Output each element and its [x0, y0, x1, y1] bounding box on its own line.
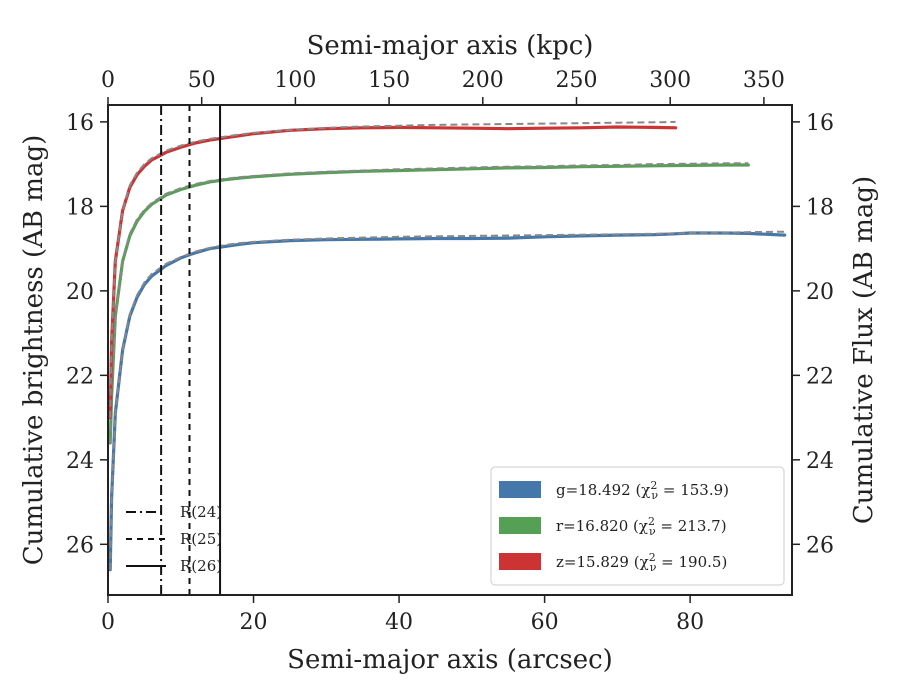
y2-tick-label: 20 — [806, 280, 834, 305]
legend-radius-lines: R(24) R(25) R(26) — [126, 503, 222, 575]
legend-label-r: r=16.820 (χ2 ν = 213.7) — [556, 515, 727, 538]
y-tick-label: 26 — [66, 533, 94, 558]
legend-chi-eq: = — [658, 481, 680, 499]
legend-bands: g=18.492 (χ2 ν = 153.9)r=16.820 (χ2 ν = 21… — [490, 466, 785, 586]
plot-frame — [107, 104, 793, 596]
legend-label-g: g=18.492 (χ2 ν = 153.9) — [556, 479, 729, 502]
x2-tick-label: 350 — [743, 68, 785, 93]
y-axis-label: Cumulative brightness (AB mag) — [19, 135, 49, 566]
series-line-r — [108, 163, 750, 445]
legend-sup: 2 — [650, 479, 657, 492]
x2-tick-label: 300 — [649, 68, 691, 93]
legend-sub: ν — [650, 561, 657, 574]
legend-mag: 15.829 — [576, 553, 629, 571]
x-tick-label: 60 — [531, 610, 559, 635]
legend-label-z: z=15.829 (χ2 ν = 190.5) — [556, 551, 727, 574]
y2-tick-label: 26 — [806, 533, 834, 558]
x2-axis-label: Semi-major axis (kpc) — [307, 31, 594, 61]
data-lines — [108, 120, 787, 572]
legend-eq: = — [566, 481, 579, 499]
legend-sup: 2 — [648, 515, 655, 528]
legend-close: ) — [721, 517, 727, 535]
x-tick-label: 20 — [240, 610, 268, 635]
legend-band: z — [556, 553, 564, 571]
model-line-z — [109, 120, 676, 418]
legend-band: g — [556, 481, 566, 499]
legend-swatch-g — [499, 481, 541, 498]
x2-tick-label: 150 — [368, 68, 410, 93]
y-tick-label: 24 — [66, 449, 94, 474]
y-tick-label: 16 — [66, 111, 94, 136]
legend-close: ) — [723, 481, 729, 499]
x-tick-label: 80 — [676, 610, 704, 635]
x-tick-label: 40 — [385, 610, 413, 635]
legend-eq: = — [564, 553, 577, 571]
legend-line-label: R(26) — [180, 557, 222, 575]
legend-swatch-r — [499, 517, 541, 534]
legend-mag: 18.492 — [578, 481, 631, 499]
y-tick-label: 22 — [66, 364, 94, 389]
legend-sub: ν — [649, 525, 656, 538]
y-tick-label: 18 — [66, 195, 94, 220]
legend-chi-prefix: (χ — [629, 553, 649, 571]
legend-chi-prefix: (χ — [631, 481, 651, 499]
y-tick-label: 20 — [66, 280, 94, 305]
radius-markers — [160, 105, 222, 595]
y2-tick-label: 18 — [806, 195, 834, 220]
y2-tick-label: 22 — [806, 364, 834, 389]
legend-sub: ν — [651, 489, 658, 502]
y2-axis-label: Cumulative Flux (AB mag) — [849, 176, 879, 524]
x2-tick-label: 250 — [555, 68, 597, 93]
x-axis-label: Semi-major axis (arcsec) — [287, 645, 613, 675]
legend-line-label: R(25) — [180, 530, 222, 548]
legend-band: r — [556, 517, 564, 535]
legend-chi: 190.5 — [679, 553, 722, 571]
legend-box — [490, 466, 785, 586]
x2-tick-label: 100 — [274, 68, 316, 93]
legend-close: ) — [721, 553, 727, 571]
x2-tick-label: 50 — [188, 68, 216, 93]
model-line-r — [109, 162, 749, 443]
legend-sup: 2 — [649, 551, 656, 564]
model-line-g — [109, 230, 785, 570]
y2-tick-label: 24 — [806, 449, 834, 474]
x2-tick-label: 200 — [462, 68, 504, 93]
legend-chi: 153.9 — [680, 481, 723, 499]
legend-swatch-z — [499, 553, 541, 570]
axes: 0 20 40 60 80 0 50 100 150 200 250 300 350 16 16 18 18 20… — [66, 68, 834, 635]
x-tick-label: 0 — [101, 610, 115, 635]
legend-chi: 213.7 — [678, 517, 721, 535]
legend-mag: 16.820 — [576, 517, 629, 535]
legend-chi-eq: = — [656, 553, 678, 571]
series-line-z — [108, 125, 678, 420]
y2-tick-label: 16 — [806, 111, 834, 136]
legend-eq: = — [563, 517, 576, 535]
x2-tick-label: 0 — [101, 68, 115, 93]
legend-chi-eq: = — [656, 517, 678, 535]
legend-chi-prefix: (χ — [628, 517, 648, 535]
legend-line-label: R(24) — [180, 503, 222, 521]
